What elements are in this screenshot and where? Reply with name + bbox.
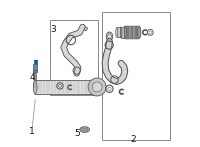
Bar [50,20,98,95]
Bar [127,26,129,39]
Bar [137,26,139,39]
Ellipse shape [106,32,113,41]
Ellipse shape [138,26,141,39]
Bar [35,80,96,94]
Bar [102,12,170,141]
Bar [133,26,135,39]
Bar [34,72,36,88]
Ellipse shape [123,26,126,39]
Ellipse shape [81,128,88,131]
Ellipse shape [83,129,86,130]
Ellipse shape [80,127,89,132]
Bar [33,70,37,72]
Bar [33,64,37,70]
Text: 5: 5 [75,129,80,138]
Bar [131,26,133,39]
Bar [125,26,127,39]
Bar [117,27,120,37]
Bar [121,27,124,38]
Text: 1: 1 [29,127,35,136]
Text: 4: 4 [29,73,35,82]
Ellipse shape [116,27,118,37]
Ellipse shape [108,34,111,39]
Bar [129,26,131,39]
Bar [34,60,37,64]
Bar [135,26,137,39]
Text: 2: 2 [131,135,136,143]
Circle shape [92,82,102,92]
Text: 3: 3 [50,25,56,34]
Circle shape [88,78,106,96]
Ellipse shape [119,27,122,38]
Bar [82,26,88,31]
Ellipse shape [33,80,37,94]
